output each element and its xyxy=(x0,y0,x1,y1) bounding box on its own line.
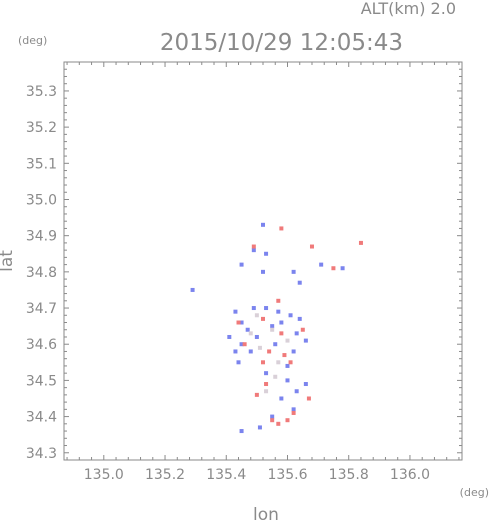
data-point-neutral xyxy=(254,313,259,318)
x-tick-label: 135.0 xyxy=(84,467,124,483)
plot-frame xyxy=(63,61,463,461)
data-point-negative xyxy=(257,425,262,430)
y-tick-label: 34.6 xyxy=(26,337,57,353)
data-point-neutral xyxy=(276,360,281,365)
x-tick-label: 135.4 xyxy=(206,467,246,483)
data-point-positive xyxy=(331,266,336,271)
data-point-positive xyxy=(264,382,269,387)
data-point-negative xyxy=(288,313,293,318)
data-point-positive xyxy=(236,320,241,325)
data-point-negative xyxy=(303,338,308,343)
data-point-positive xyxy=(279,226,284,231)
data-point-neutral xyxy=(264,389,269,394)
data-point-negative xyxy=(297,316,302,321)
data-point-negative xyxy=(294,331,299,336)
data-point-positive xyxy=(261,316,265,321)
y-tick-label: 35.2 xyxy=(26,120,57,136)
y-tick-label: 34.8 xyxy=(26,265,57,281)
data-point-negative xyxy=(285,378,290,383)
data-point-negative xyxy=(303,382,308,387)
data-point-neutral xyxy=(273,374,278,379)
data-point-negative xyxy=(251,248,256,253)
data-point-negative xyxy=(190,287,195,292)
y-tick-label: 34.3 xyxy=(26,446,57,462)
data-point-positive xyxy=(300,327,305,332)
data-point-positive xyxy=(306,396,311,401)
data-point-negative xyxy=(340,266,345,271)
data-point-neutral xyxy=(285,338,290,343)
data-point-positive xyxy=(242,342,247,347)
data-point-negative xyxy=(291,349,296,354)
data-point-negative xyxy=(264,306,269,311)
x-axis-label: lon xyxy=(253,505,279,521)
y-tick-label: 34.4 xyxy=(26,410,57,426)
data-point-negative xyxy=(236,360,241,365)
y-tick-label: 35.3 xyxy=(26,84,57,100)
data-point-positive xyxy=(261,360,265,365)
y-tick-label: 34.7 xyxy=(26,301,57,317)
data-point-negative xyxy=(261,269,265,274)
data-point-neutral xyxy=(270,327,275,332)
data-point-positive xyxy=(251,244,256,249)
data-point-negative xyxy=(227,334,232,339)
data-point-negative xyxy=(239,342,244,347)
data-point-neutral xyxy=(257,345,262,350)
data-point-negative xyxy=(245,327,250,332)
data-point-positive xyxy=(309,244,314,249)
x-unit-label: (deg) xyxy=(460,486,489,499)
data-point-negative xyxy=(251,306,256,311)
x-tick-label: 135.6 xyxy=(267,467,307,483)
data-point-negative xyxy=(239,262,244,267)
data-point-negative xyxy=(270,324,275,329)
data-point-positive xyxy=(276,298,281,303)
data-point-negative xyxy=(291,269,296,274)
data-point-positive xyxy=(288,360,293,365)
x-tick-label: 136.0 xyxy=(390,467,430,483)
data-point-negative xyxy=(276,309,281,314)
chart-subtitle: ALT(km) 2.0 xyxy=(361,0,456,18)
data-point-negative xyxy=(291,407,296,412)
data-point-positive xyxy=(358,240,363,245)
data-point-negative xyxy=(279,396,284,401)
data-point-negative xyxy=(273,342,278,347)
data-point-negative xyxy=(297,280,302,285)
data-point-positive xyxy=(254,392,259,397)
data-point-positive xyxy=(291,410,296,415)
data-point-negative xyxy=(233,309,238,314)
y-tick-label: 34.9 xyxy=(26,229,57,245)
data-point-positive xyxy=(282,353,287,358)
y-unit-label: (deg) xyxy=(18,34,47,47)
y-tick-label: 35.1 xyxy=(26,156,57,172)
x-tick-label: 135.2 xyxy=(145,467,185,483)
data-point-negative xyxy=(279,320,284,325)
data-point-negative xyxy=(285,363,290,368)
data-point-negative xyxy=(294,389,299,394)
data-point-negative xyxy=(270,414,275,419)
y-axis-label: lat xyxy=(0,250,17,272)
data-point-positive xyxy=(276,421,281,426)
x-tick-label: 135.8 xyxy=(329,467,369,483)
data-point-negative xyxy=(233,349,238,354)
data-point-negative xyxy=(319,262,324,267)
data-point-negative xyxy=(264,251,269,256)
data-point-positive xyxy=(270,418,275,423)
data-point-negative xyxy=(239,320,244,325)
data-point-positive xyxy=(267,349,272,354)
data-point-negative xyxy=(254,334,259,339)
data-point-negative xyxy=(264,371,269,376)
data-point-negative xyxy=(239,429,244,434)
y-tick-label: 35.0 xyxy=(26,192,57,208)
data-point-positive xyxy=(285,418,290,423)
data-point-negative xyxy=(248,349,253,354)
data-point-negative xyxy=(261,222,265,227)
chart-title: 2015/10/29 12:05:43 xyxy=(160,30,403,56)
data-point-positive xyxy=(279,331,284,336)
y-tick-label: 34.5 xyxy=(26,373,57,389)
data-point-neutral xyxy=(248,331,253,336)
